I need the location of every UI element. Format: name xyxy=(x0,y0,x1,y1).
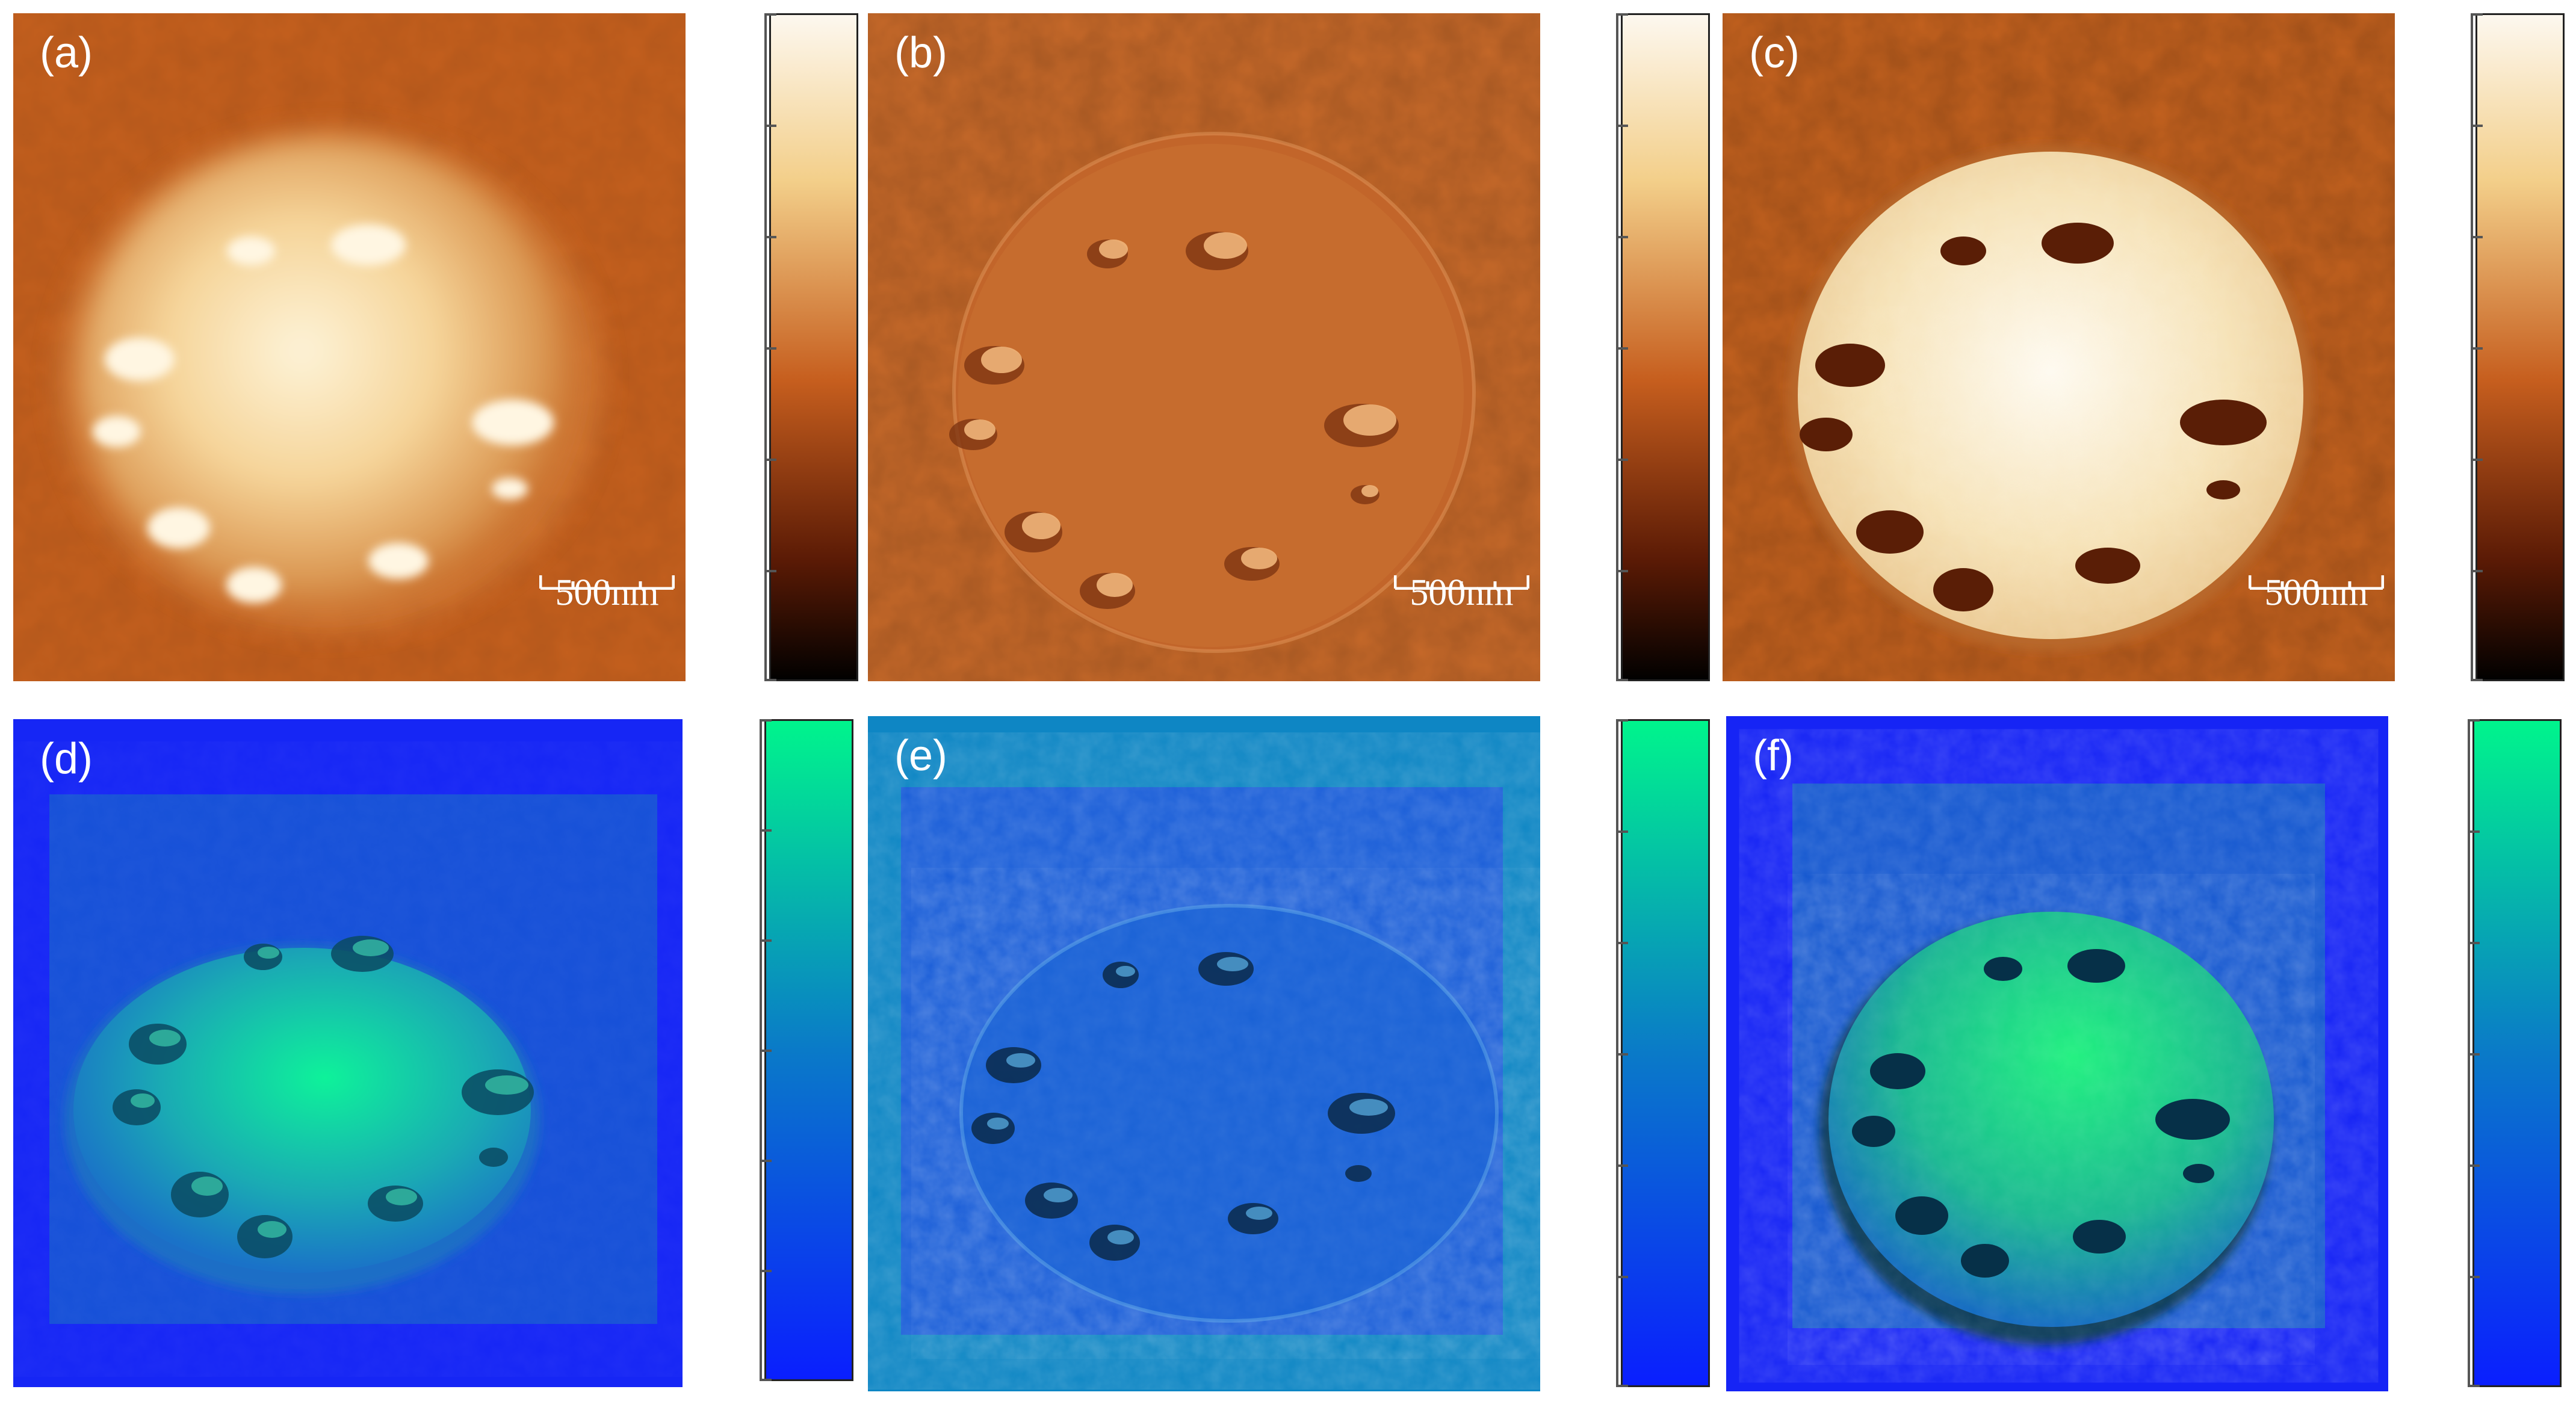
scale-bar-c: 500nm xyxy=(2249,574,2384,634)
panel-b: (b) 500nm xyxy=(868,13,1540,681)
colorbar-a xyxy=(764,13,858,681)
afm-image-b xyxy=(868,13,1540,681)
panel-f: (f) xyxy=(1726,716,2388,1391)
particles-b xyxy=(949,232,1399,609)
panel-c: (c) 500nm xyxy=(1723,13,2395,681)
afm-3d-image-d xyxy=(13,719,683,1387)
afm-image-a xyxy=(13,13,686,681)
panel-a: (a) 500nm xyxy=(13,13,686,681)
colorbar-e xyxy=(1616,719,1710,1387)
particles-e xyxy=(971,952,1395,1261)
particles-d xyxy=(113,936,534,1258)
scale-bar-label-b: 500nm xyxy=(1410,572,1514,613)
pits-c xyxy=(1800,223,2267,611)
scale-bar-line-a xyxy=(539,575,675,590)
particles-a xyxy=(93,224,554,603)
pits-f xyxy=(1852,949,2230,1278)
colorbar-b xyxy=(1616,13,1710,681)
panel-label-c: (c) xyxy=(1749,29,1800,77)
panel-label-f: (f) xyxy=(1753,732,1794,780)
colorbar-d xyxy=(760,719,853,1381)
scale-bar-line-b xyxy=(1394,575,1529,590)
panel-d: (d) xyxy=(13,719,683,1387)
scale-bar-line-c xyxy=(2249,575,2384,590)
scale-bar-label-a: 500nm xyxy=(555,572,659,613)
panel-label-b: (b) xyxy=(894,29,947,77)
afm-image-c xyxy=(1723,13,2395,681)
panel-label-e: (e) xyxy=(894,732,947,780)
scale-bar-label-c: 500nm xyxy=(2264,572,2368,613)
afm-3d-image-e xyxy=(868,716,1540,1391)
scale-bar-a: 500nm xyxy=(539,574,675,634)
colorbar-c xyxy=(2471,13,2565,681)
afm-3d-image-f xyxy=(1726,716,2388,1391)
panel-label-d: (d) xyxy=(40,735,93,783)
panel-e: (e) xyxy=(868,716,1540,1391)
colorbar-f xyxy=(2468,719,2562,1387)
panel-label-a: (a) xyxy=(40,29,93,77)
scale-bar-b: 500nm xyxy=(1394,574,1529,634)
